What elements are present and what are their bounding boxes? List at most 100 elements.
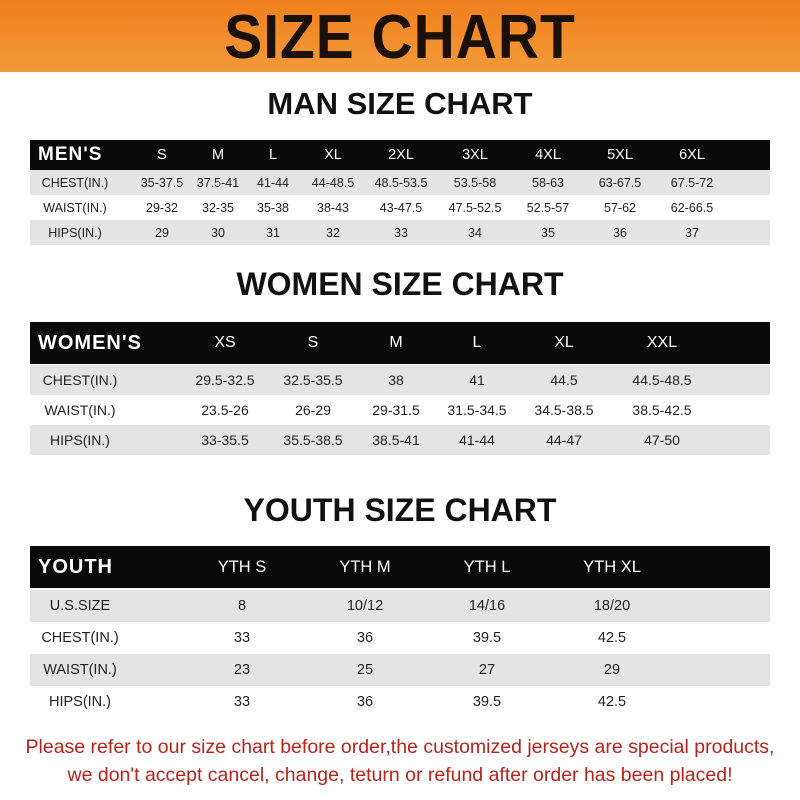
table-cell: 42.5 (597, 694, 627, 710)
table-cell: 38 (388, 372, 404, 388)
table-cell: 32.5-35.5 (283, 372, 343, 388)
table-cell: 35-38 (257, 200, 289, 215)
table-cell: 41-44 (257, 175, 289, 190)
size-column-header: XL (554, 334, 574, 351)
table-cell: 41-44 (459, 432, 495, 448)
table-cell: 23.5-26 (201, 402, 249, 418)
table-cell: 47.5-52.5 (448, 200, 502, 215)
size-column-header: L (472, 334, 482, 351)
size-column-header: XS (214, 334, 236, 351)
table-cell: 34 (468, 225, 482, 240)
banner-title: SIZE CHART (224, 3, 576, 72)
header-label: YOUTH (38, 555, 113, 578)
row-label: U.S.SIZE (49, 598, 111, 614)
size-column-header: 4XL (535, 147, 561, 163)
table-cell: 52.5-57 (526, 200, 570, 215)
table-cell: 31.5-34.5 (447, 402, 507, 418)
table-cell: 8 (237, 598, 247, 614)
table-cell: 33 (233, 630, 251, 646)
table-row: HIPS(IN.) 33-35.5 35.5-38.5 38.5-41 41-44 44-… (30, 425, 770, 455)
table-cell: 62-66.5 (670, 200, 714, 215)
size-column-header: S (307, 334, 319, 351)
table-cell: 44-48.5 (311, 175, 355, 190)
table-cell: 32 (326, 225, 340, 240)
size-column-header: M (211, 147, 225, 163)
table-row: HIPS(IN.) 33 36 39.5 42.5 (30, 686, 770, 718)
table-header-row: MEN'S S M L XL 2XL 3XL 4XL 5XL 6XL (30, 140, 770, 170)
table-cell: 67.5-72 (670, 175, 714, 190)
row-label: HIPS(IN.) (48, 225, 102, 240)
table-cell: 27 (478, 662, 496, 678)
size-column-header: 6XL (679, 147, 705, 163)
table-cell: 57-62 (604, 200, 636, 215)
size-column-header: 5XL (607, 147, 633, 163)
title-banner: SIZE CHART (0, 0, 800, 72)
youth-title: YOUTH SIZE CHART (243, 492, 557, 528)
table-header-row: YOUTH YTH S YTH M YTH L YTH XL (30, 546, 770, 588)
table-cell: 36 (356, 694, 374, 710)
size-column-header: M (389, 334, 403, 351)
table-cell: 39.5 (472, 694, 502, 710)
table-cell: 18/20 (593, 598, 631, 614)
table-cell: 29-31.5 (372, 402, 420, 418)
table-row: HIPS(IN.) 29 30 31 32 33 34 35 36 37 (30, 220, 770, 245)
table-cell: 23 (233, 662, 251, 678)
table-cell: 44-47 (546, 432, 582, 448)
table-cell: 44.5-48.5 (632, 372, 692, 388)
table-cell: 47-50 (644, 432, 680, 448)
notice-line-1: Please refer to our size chart before or… (25, 736, 775, 758)
row-label: CHEST(IN.) (42, 372, 118, 388)
header-label: MEN'S (38, 144, 103, 165)
row-label: HIPS(IN.) (50, 432, 110, 448)
table-row: CHEST(IN.) 29.5-32.5 32.5-35.5 38 41 44.5 44.5… (30, 365, 770, 395)
row-label: HIPS(IN.) (48, 694, 112, 710)
table-cell: 43-47.5 (379, 200, 423, 215)
table-cell: 53.5-58 (453, 175, 497, 190)
table-cell: 32-35 (202, 200, 234, 215)
table-cell: 29 (155, 225, 169, 240)
table-cell: 30 (211, 225, 225, 240)
table-cell: 38-43 (317, 200, 349, 215)
header-label: WOMEN'S (38, 331, 142, 354)
table-cell: 33-35.5 (201, 432, 249, 448)
table-cell: 38.5-41 (372, 432, 420, 448)
table-cell: 14/16 (468, 598, 506, 614)
row-label: WAIST(IN.) (43, 662, 117, 678)
table-cell: 39.5 (472, 630, 502, 646)
table-cell: 63-67.5 (598, 175, 642, 190)
table-cell: 25 (356, 662, 374, 678)
table-cell: 26-29 (295, 402, 331, 418)
table-cell: 33 (394, 225, 408, 240)
row-label: CHEST(IN.) (41, 175, 109, 190)
table-cell: 29.5-32.5 (195, 372, 255, 388)
table-cell: 37 (685, 225, 699, 240)
size-column-header: 2XL (388, 147, 414, 163)
row-label: CHEST(IN.) (41, 630, 119, 646)
table-row: CHEST(IN.) 33 36 39.5 42.5 (30, 622, 770, 654)
table-row: WAIST(IN.) 23 25 27 29 (30, 654, 770, 686)
table-header-row: WOMEN'S XS S M L XL XXL (30, 322, 770, 364)
size-column-header: YTH L (463, 557, 511, 576)
table-cell: 34.5-38.5 (534, 402, 594, 418)
table-row: U.S.SIZE 8 10/12 14/16 18/20 (30, 590, 770, 622)
table-row: WAIST(IN.) 23.5-26 26-29 29-31.5 31.5-34.5 34… (30, 395, 770, 425)
size-column-header: YTH M (339, 557, 391, 576)
table-cell: 35-37.5 (140, 175, 184, 190)
table-cell: 36 (356, 630, 374, 646)
table-cell: 33 (233, 694, 251, 710)
women-title: WOMEN SIZE CHART (236, 266, 564, 302)
table-cell: 10/12 (346, 598, 384, 614)
size-column-header: L (268, 147, 278, 163)
row-label: WAIST(IN.) (43, 200, 107, 215)
table-cell: 42.5 (597, 630, 627, 646)
table-row: WAIST(IN.) 29-32 32-35 35-38 38-43 43-47.5 47.… (30, 195, 770, 220)
table-cell: 37.5-41 (196, 175, 240, 190)
table-cell: 41 (469, 372, 485, 388)
table-cell: 48.5-53.5 (374, 175, 428, 190)
row-label: WAIST(IN.) (44, 402, 116, 418)
table-cell: 36 (613, 225, 627, 240)
table-cell: 31 (266, 225, 280, 240)
size-column-header: YTH XL (583, 557, 641, 576)
table-cell: 58-63 (532, 175, 564, 190)
